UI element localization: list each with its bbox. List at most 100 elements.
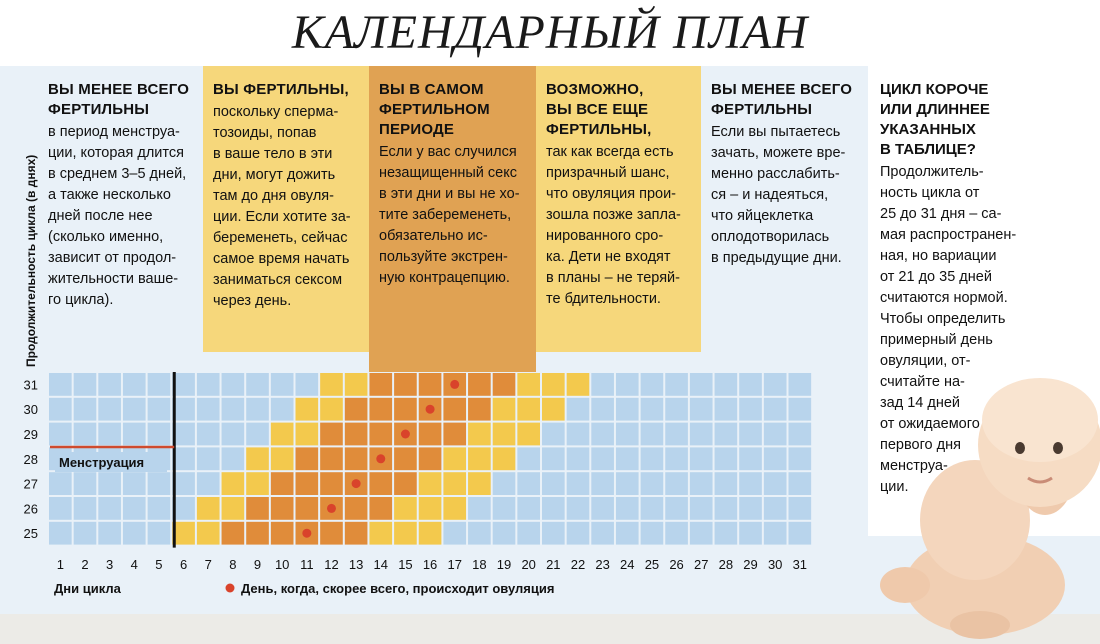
- grid-cell: [591, 397, 614, 421]
- x-tick-label: 24: [620, 557, 634, 572]
- grid-cell: [246, 521, 269, 545]
- x-tick-label: 6: [180, 557, 187, 572]
- grid-cell: [98, 521, 121, 545]
- grid-cell: [517, 422, 540, 446]
- body-line: ная, но вариации: [880, 248, 997, 264]
- grid-cell: [394, 497, 417, 520]
- grid-cell: [443, 472, 467, 495]
- grid-cell: [394, 521, 417, 545]
- body-line: Если вы пытаетесь: [711, 124, 841, 140]
- body-line: обязательно ис-: [379, 228, 488, 244]
- ovulation-dot: [351, 479, 361, 489]
- grid-cell: [714, 521, 738, 545]
- grid-cell: [615, 422, 639, 446]
- grid-cell: [788, 447, 812, 471]
- body-line: нированного сро-: [546, 228, 664, 244]
- grid-cell: [788, 373, 812, 396]
- grid-cell: [246, 373, 269, 396]
- body-line: мая распространен-: [880, 227, 1017, 243]
- grid-cell: [468, 521, 491, 545]
- grid-cell: [49, 422, 72, 446]
- heading-line: ФЕРТИЛЬНЫ: [711, 101, 813, 118]
- body-line: призрачный шанс,: [546, 165, 670, 181]
- x-tick-label: 21: [546, 557, 560, 572]
- grid-cell: [492, 521, 516, 545]
- grid-cell: [418, 422, 442, 446]
- grid-cell: [270, 422, 294, 446]
- body-line: дни, могут дожить: [213, 167, 336, 183]
- ovulation-dot: [450, 379, 460, 389]
- grid-cell: [542, 497, 565, 520]
- y-tick-label: 27: [24, 477, 38, 492]
- column-body: поскольку сперма-тозоиды, попав в ваше те…: [213, 102, 359, 312]
- grid-cell: [98, 422, 121, 446]
- grid-cell: [665, 497, 688, 520]
- grid-cell: [640, 497, 664, 520]
- y-tick-label: 31: [24, 377, 38, 392]
- grid-cell: [492, 447, 516, 471]
- body-line: ка. Дети не входят: [546, 249, 671, 265]
- grid-cell: [196, 373, 220, 396]
- grid-cell: [492, 397, 516, 421]
- grid-cell: [98, 397, 121, 421]
- grid-cell: [714, 373, 738, 396]
- grid-cell: [689, 373, 713, 396]
- grid-cell: [542, 521, 565, 545]
- grid-cell: [566, 447, 590, 471]
- grid-cell: [418, 373, 442, 396]
- grid-cell: [468, 422, 491, 446]
- x-tick-label: 4: [131, 557, 138, 572]
- grid-cell: [394, 472, 417, 495]
- body-line: что яйцеклетка: [711, 208, 814, 224]
- heading-line: ВЫ В САМОМ: [379, 81, 484, 98]
- body-line: зависит от продол-: [48, 250, 177, 266]
- x-tick-label: 13: [349, 557, 363, 572]
- grid-cell: [221, 472, 245, 495]
- grid-cell: [73, 521, 97, 545]
- body-line: в предыдущие дни.: [711, 250, 842, 266]
- grid-cell: [49, 521, 72, 545]
- body-line: через день.: [213, 293, 292, 309]
- column-heading: ЦИКЛ КОРОЧЕ ИЛИ ДЛИННЕЕ УКАЗАННЫХ В ТАБЛИЦЕ…: [878, 80, 1090, 160]
- grid-cell: [640, 472, 664, 495]
- grid-cell: [172, 422, 195, 446]
- body-line: там до дня овуля-: [213, 188, 334, 204]
- grid-cell: [246, 447, 269, 471]
- grid-cell: [739, 497, 762, 520]
- x-tick-label: 19: [497, 557, 511, 572]
- grid-cell: [665, 521, 688, 545]
- grid-cell: [320, 472, 343, 495]
- x-tick-label: 3: [106, 557, 113, 572]
- x-tick-label: 28: [719, 557, 733, 572]
- body-line: считаются нормой.: [880, 290, 1008, 306]
- grid-cell: [591, 497, 614, 520]
- grid-cell: [147, 497, 171, 520]
- grid-cell: [418, 497, 442, 520]
- heading-line: ВЫ ВСЕ ЕЩЕ: [546, 101, 649, 118]
- heading-line: ВОЗМОЖНО,: [546, 81, 644, 98]
- body-line: дней после нее: [48, 208, 153, 224]
- grid-cell: [73, 397, 97, 421]
- body-line: ную контрацепцию.: [379, 270, 510, 286]
- grid-cell: [517, 397, 540, 421]
- grid-cell: [763, 373, 787, 396]
- grid-cell: [344, 447, 368, 471]
- grid-cell: [689, 497, 713, 520]
- grid-cell: [295, 397, 319, 421]
- y-tick-label: 30: [24, 402, 38, 417]
- column-fertile: ВЫ ФЕРТИЛЬНЫ, поскольку сперма-тозоиды, п…: [203, 66, 369, 352]
- grid-cell: [394, 373, 417, 396]
- grid-cell: [122, 497, 146, 520]
- grid-cell: [640, 521, 664, 545]
- grid-cell: [739, 447, 762, 471]
- grid-cell: [517, 373, 540, 396]
- column-body: в период менструа-ции, которая длится в с…: [48, 122, 194, 311]
- body-line: 25 до 31 дня – са-: [880, 206, 1002, 222]
- grid-cell: [394, 397, 417, 421]
- body-line: тите забеременеть,: [379, 207, 512, 223]
- x-tick-label: 1: [57, 557, 64, 572]
- grid-cell: [196, 422, 220, 446]
- x-tick-label: 20: [521, 557, 535, 572]
- heading-line: ВЫ МЕНЕЕ ВСЕГО: [711, 81, 853, 98]
- grid-cell: [147, 422, 171, 446]
